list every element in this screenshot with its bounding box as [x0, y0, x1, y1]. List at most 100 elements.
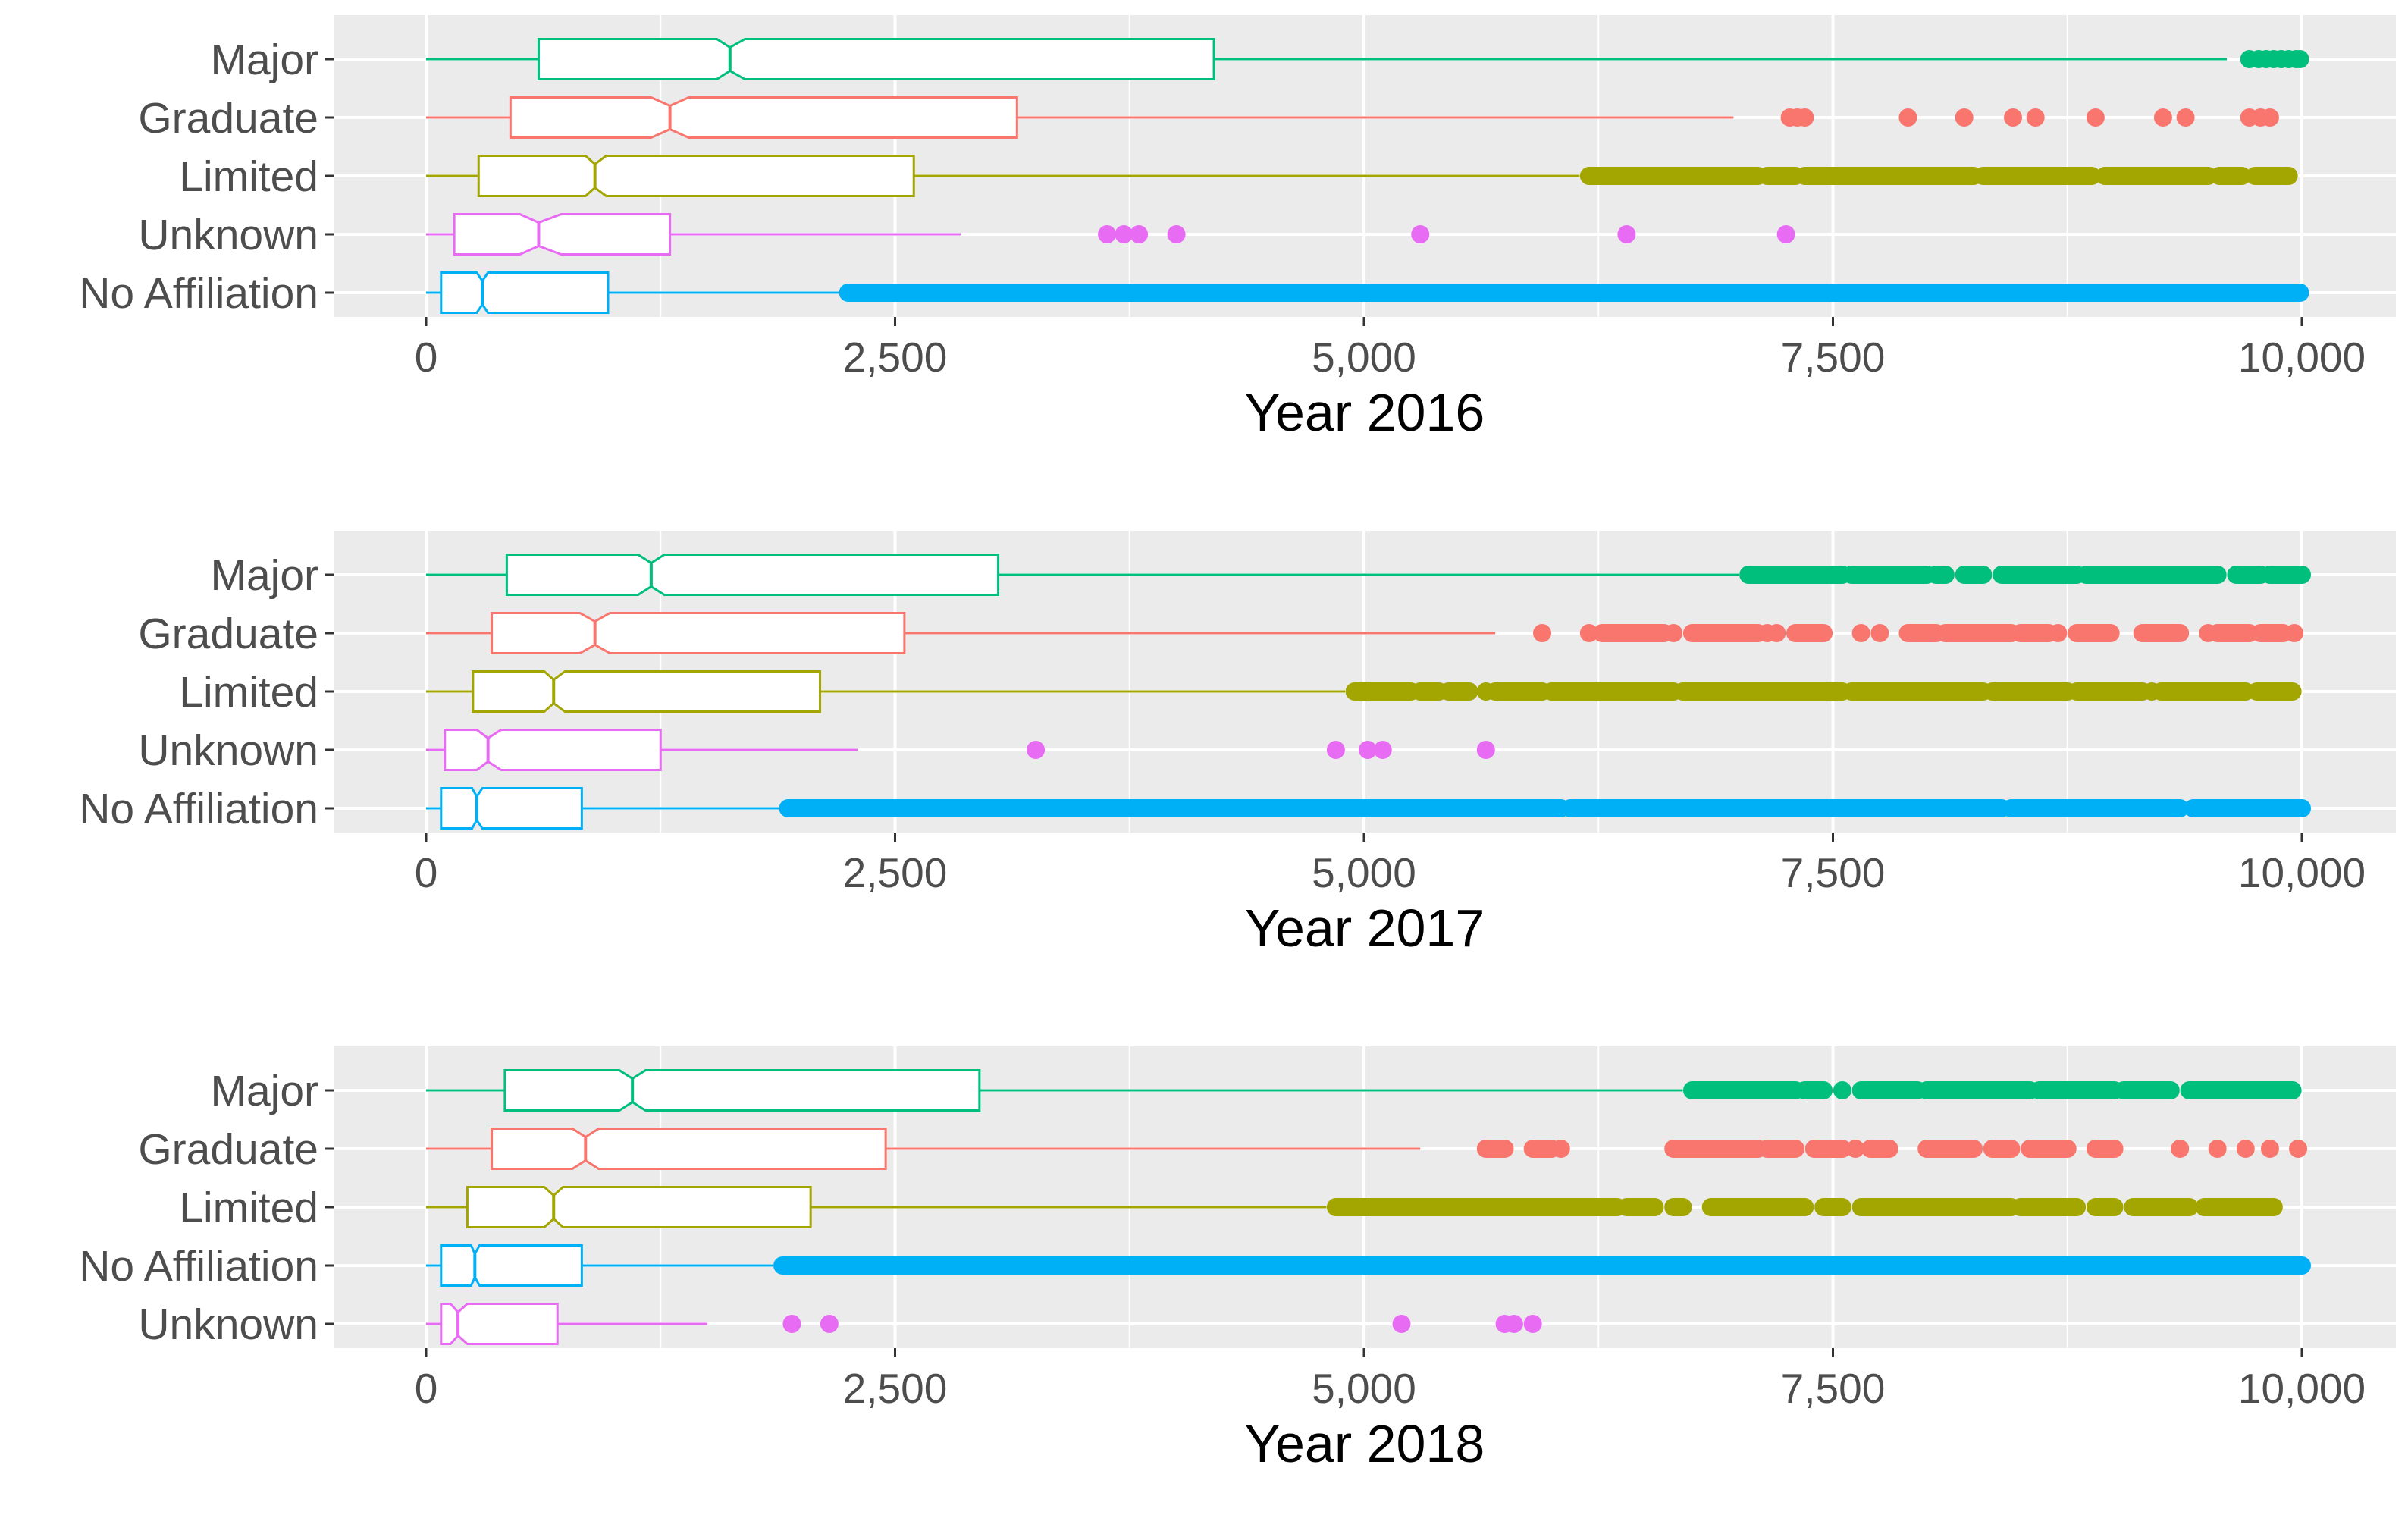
outlier-point: [1870, 624, 1889, 642]
outlier-point: [1664, 624, 1683, 642]
y-tick-label: Unknown: [138, 726, 318, 775]
box-graduate: [426, 1128, 2308, 1170]
y-tick-label: Unknown: [138, 1300, 318, 1349]
outlier-point: [2208, 1140, 2227, 1158]
box-body: [505, 554, 1000, 596]
outlier-point: [2289, 1140, 2308, 1158]
box-unknown: [426, 1303, 1542, 1345]
outlier-point: [2004, 108, 2023, 127]
x-axis-title: Year 2018: [1245, 1414, 1485, 1473]
outlier-point: [2026, 108, 2045, 127]
outlier-point: [1955, 108, 1974, 127]
x-tick-label: 2,500: [843, 849, 948, 896]
outlier-point: [1167, 225, 1186, 243]
panel-1: Major Graduate Limited Unknown No Affiliatio…: [79, 15, 2396, 442]
outlier-point: [1027, 741, 1046, 759]
box-body: [466, 1186, 812, 1228]
x-tick-label: 0: [415, 849, 438, 896]
x-tick-label: 0: [415, 1365, 438, 1412]
y-tick-label: Graduate: [138, 1125, 318, 1174]
x-tick-label: 7,500: [1781, 1365, 1886, 1412]
outlier-point: [1533, 624, 1552, 642]
outlier-point: [2086, 108, 2105, 127]
outlier-point: [1523, 1315, 1542, 1333]
box-no-affiliation: [426, 271, 2309, 314]
box-body: [491, 612, 906, 654]
outlier-point: [2171, 1140, 2190, 1158]
x-tick-label: 2,500: [843, 334, 948, 381]
box-body: [509, 96, 1018, 139]
outlier-point: [1504, 1315, 1523, 1333]
x-tick-label: 10,000: [2238, 334, 2366, 381]
x-tick-label: 7,500: [1781, 334, 1886, 381]
outlier-point: [2260, 1140, 2279, 1158]
x-tick-label: 10,000: [2238, 1365, 2366, 1412]
outlier-point: [2153, 108, 2172, 127]
outlier-point: [820, 1315, 839, 1333]
outlier-point: [1579, 624, 1598, 642]
outlier-point: [2176, 108, 2195, 127]
outlier-point: [782, 1315, 801, 1333]
box-body: [453, 213, 672, 256]
outlier-point: [1326, 741, 1345, 759]
box-major: [426, 554, 2311, 596]
x-tick-label: 2,500: [843, 1365, 948, 1412]
x-tick-label: 5,000: [1312, 334, 1416, 381]
box-graduate: [426, 612, 2304, 654]
y-tick-label: Graduate: [138, 610, 318, 658]
box-major: [426, 38, 2309, 80]
y-tick-label: Limited: [179, 668, 318, 717]
outlier-point: [1098, 225, 1117, 243]
x-tick-label: 0: [415, 334, 438, 381]
y-tick-label: Graduate: [138, 94, 318, 143]
outlier-point: [1851, 624, 1870, 642]
x-tick-label: 10,000: [2238, 849, 2366, 896]
box-unknown: [426, 213, 1795, 256]
outlier-point: [1476, 741, 1495, 759]
box-body: [477, 155, 915, 197]
outlier-point: [2285, 624, 2304, 642]
box-limited: [426, 155, 2298, 197]
outlier-point: [2290, 50, 2309, 68]
outlier-point: [2236, 1140, 2255, 1158]
y-tick-label: Limited: [179, 152, 318, 201]
box-body: [440, 1244, 583, 1287]
outlier-point: [1846, 1140, 1865, 1158]
outlier-point: [1130, 225, 1149, 243]
box-body: [440, 787, 583, 830]
y-tick-label: No Affiliation: [79, 269, 318, 318]
y-tick-label: Unknown: [138, 211, 318, 259]
x-tick-label: 7,500: [1781, 849, 1886, 896]
box-limited: [426, 670, 2302, 713]
y-tick-label: Major: [210, 1067, 318, 1115]
panel-2: Major Graduate Limited Unknown No Affiliatio…: [79, 531, 2396, 958]
outlier-point: [1898, 108, 1917, 127]
panel-3: Major Graduate Limited No Affiliation Unknow…: [79, 1046, 2396, 1473]
outlier-point: [1115, 225, 1133, 243]
box-body: [537, 38, 1215, 80]
y-tick-label: Major: [210, 36, 318, 84]
box-no-affiliation: [426, 787, 2311, 830]
box-body: [491, 1128, 887, 1170]
x-tick-label: 5,000: [1312, 849, 1416, 896]
y-tick-label: No Affiliation: [79, 1242, 318, 1291]
outlier-point: [1411, 225, 1430, 243]
box-body: [440, 271, 610, 314]
box-body: [503, 1069, 981, 1112]
outlier-point: [1373, 741, 1392, 759]
box-unknown: [426, 729, 1495, 771]
box-body: [444, 729, 662, 771]
outlier-point: [1617, 225, 1636, 243]
x-tick-label: 5,000: [1312, 1365, 1416, 1412]
outlier-point: [2143, 682, 2162, 701]
box-no-affiliation: [426, 1244, 2311, 1287]
outlier-point: [1476, 682, 1495, 701]
outlier-point: [2199, 624, 2218, 642]
y-tick-label: Major: [210, 551, 318, 600]
box-graduate: [426, 96, 2279, 139]
outlier-point: [1358, 741, 1377, 759]
box-major: [426, 1069, 2302, 1112]
outlier-point: [1392, 1315, 1411, 1333]
outlier-point: [1551, 1140, 1570, 1158]
